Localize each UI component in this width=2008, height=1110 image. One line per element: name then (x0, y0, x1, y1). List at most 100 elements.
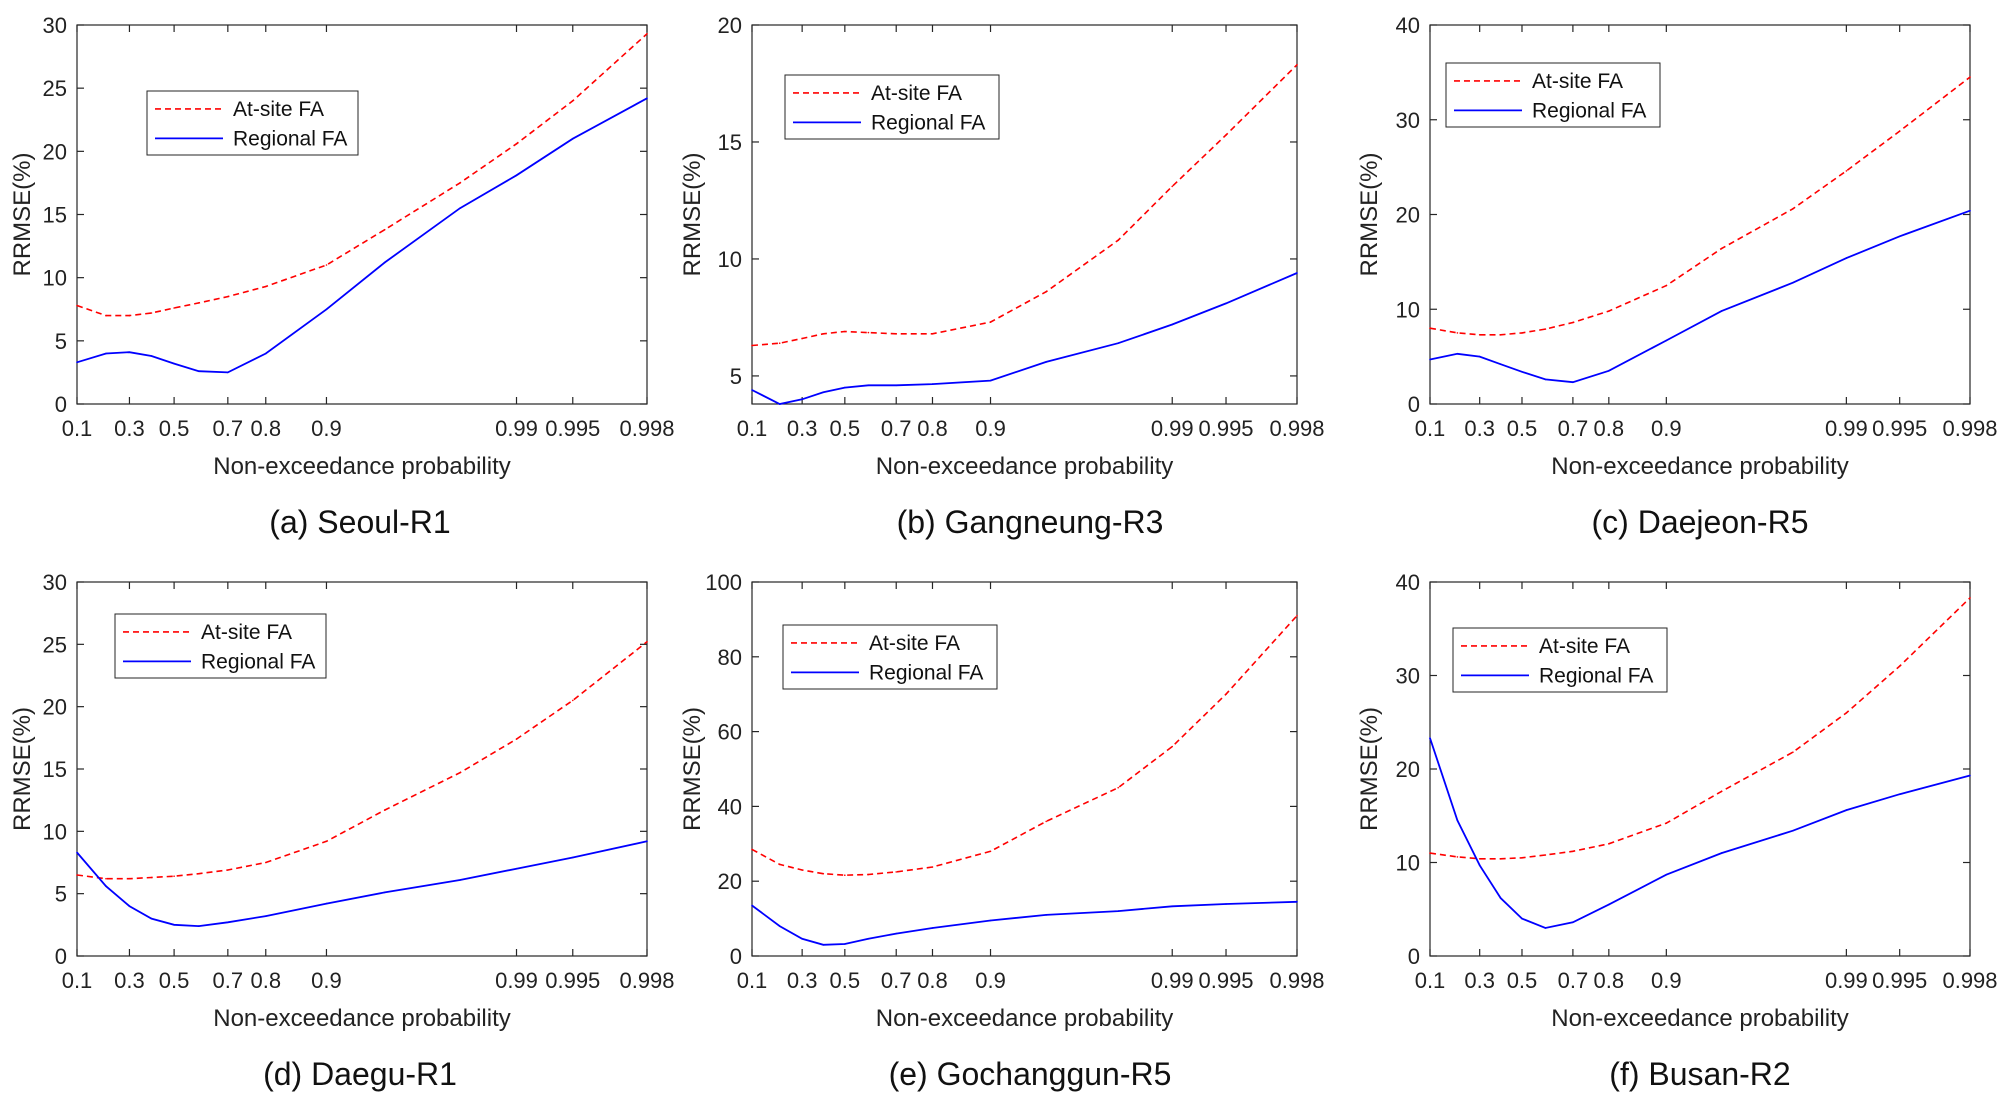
data-point-regional (227, 371, 229, 374)
y-tick-label: 10 (1396, 297, 1420, 322)
series-line-at-site (751, 64, 1298, 347)
y-tick-label: 40 (1396, 570, 1420, 595)
panel-caption: (d) Daegu-R1 (263, 1056, 457, 1092)
x-tick-label: 0.998 (619, 968, 674, 993)
series-line-regional (1429, 209, 1971, 384)
data-point-regional (1521, 371, 1523, 373)
data-point-at-site (895, 871, 897, 873)
data-point-regional (1478, 355, 1481, 358)
x-tick-label: 0.3 (114, 416, 145, 441)
data-point-regional (325, 308, 328, 311)
data-point-regional (1665, 339, 1668, 342)
data-point-regional (1665, 873, 1668, 876)
data-point-at-site (227, 869, 229, 871)
x-axis-label: Non-exceedance probability (213, 453, 511, 480)
x-tick-label: 0.3 (1464, 968, 1495, 993)
x-tick-label: 0.995 (545, 416, 600, 441)
data-point-at-site (1572, 321, 1574, 324)
y-tick-label: 30 (43, 13, 67, 38)
data-point-regional (1456, 353, 1459, 355)
data-point-at-site (1665, 284, 1668, 287)
y-tick-label: 30 (1396, 664, 1420, 689)
x-tick-label: 0.8 (1594, 968, 1625, 993)
x-tick-label: 0.5 (1507, 416, 1538, 441)
x-tick-label: 0.99 (1151, 968, 1194, 993)
x-tick-label: 0.5 (159, 416, 190, 441)
legend-label-at-site: At-site FA (1539, 635, 1630, 658)
y-axis-label: RRMSE(%) (1356, 153, 1383, 277)
data-point-regional (198, 925, 200, 927)
data-point-at-site (822, 872, 825, 875)
data-point-regional (1171, 905, 1173, 908)
x-tick-label: 0.5 (830, 416, 861, 441)
data-point-at-site (1665, 822, 1668, 824)
data-point-at-site (751, 848, 753, 851)
data-point-regional (325, 902, 328, 905)
data-point-regional (1521, 917, 1523, 920)
data-point-at-site (1720, 790, 1723, 793)
y-tick-label: 20 (718, 869, 742, 894)
data-point-at-site (325, 840, 328, 843)
data-point-regional (515, 867, 518, 870)
data-point-at-site (801, 869, 803, 871)
panel-caption: (b) Gangneung-R3 (897, 504, 1164, 540)
data-point-at-site (173, 307, 175, 309)
x-tick-label: 0.7 (213, 968, 244, 993)
x-tick-label: 0.9 (1651, 968, 1682, 993)
data-point-regional (931, 383, 934, 385)
x-tick-label: 0.1 (737, 416, 768, 441)
data-point-regional (1117, 342, 1119, 345)
data-point-at-site (1521, 857, 1523, 859)
y-tick-label: 15 (43, 203, 67, 228)
data-point-at-site (173, 875, 175, 877)
data-point-at-site (515, 143, 518, 145)
x-tick-label: 0.7 (881, 416, 912, 441)
x-tick-label: 0.995 (1872, 416, 1927, 441)
x-tick-label: 0.9 (311, 416, 342, 441)
data-point-regional (1429, 358, 1431, 361)
data-point-at-site (128, 314, 131, 317)
data-point-regional (76, 361, 78, 364)
data-point-regional (1478, 864, 1481, 867)
data-point-regional (173, 924, 175, 926)
data-point-regional (227, 921, 229, 924)
x-tick-label: 0.995 (1198, 968, 1253, 993)
chart-panel: 0 10 20 30 40 0.1 0.3 0.5 0.7 0.8 0.9 0.99 0.995 0.99… (1356, 13, 1998, 540)
data-point-at-site (1429, 327, 1431, 330)
x-axis-label: Non-exceedance probability (876, 453, 1174, 480)
x-tick-label: 0.7 (1558, 968, 1589, 993)
legend-label-at-site: At-site FA (871, 82, 962, 105)
data-point-at-site (1499, 858, 1502, 860)
data-point-at-site (1572, 850, 1574, 853)
data-point-regional (1544, 927, 1547, 929)
data-point-at-site (646, 33, 648, 35)
x-tick-label: 0.8 (250, 416, 281, 441)
y-tick-label: 60 (718, 720, 742, 745)
data-point-regional (646, 97, 648, 100)
data-point-at-site (150, 876, 153, 879)
data-point-regional (1429, 737, 1431, 739)
data-point-at-site (1171, 185, 1173, 188)
series-line-at-site (76, 33, 648, 317)
series-line-regional (751, 272, 1298, 405)
x-tick-label: 0.99 (1825, 968, 1868, 993)
data-point-regional (150, 355, 153, 357)
data-point-regional (1296, 272, 1298, 274)
y-tick-label: 20 (718, 13, 742, 38)
legend-label-regional: Regional FA (1539, 664, 1653, 687)
data-point-regional (1572, 921, 1574, 924)
x-tick-label: 0.3 (1464, 416, 1495, 441)
data-point-at-site (801, 337, 803, 340)
data-point-at-site (1478, 334, 1481, 336)
data-point-at-site (1171, 745, 1173, 748)
y-tick-label: 0 (730, 944, 742, 969)
legend: At-site FA Regional FA (146, 90, 359, 156)
legend-box (784, 74, 1000, 140)
x-tick-label: 0.998 (1942, 968, 1997, 993)
data-point-at-site (198, 872, 200, 875)
x-tick-label: 0.998 (1942, 416, 1997, 441)
data-point-regional (844, 943, 846, 945)
data-point-regional (265, 915, 267, 917)
chart-panel: 0 20 40 60 80 100 0.1 0.3 0.5 0.7 0.8 0.9 0.99 0.995 0… (679, 570, 1325, 1092)
x-tick-label: 0.995 (1872, 968, 1927, 993)
